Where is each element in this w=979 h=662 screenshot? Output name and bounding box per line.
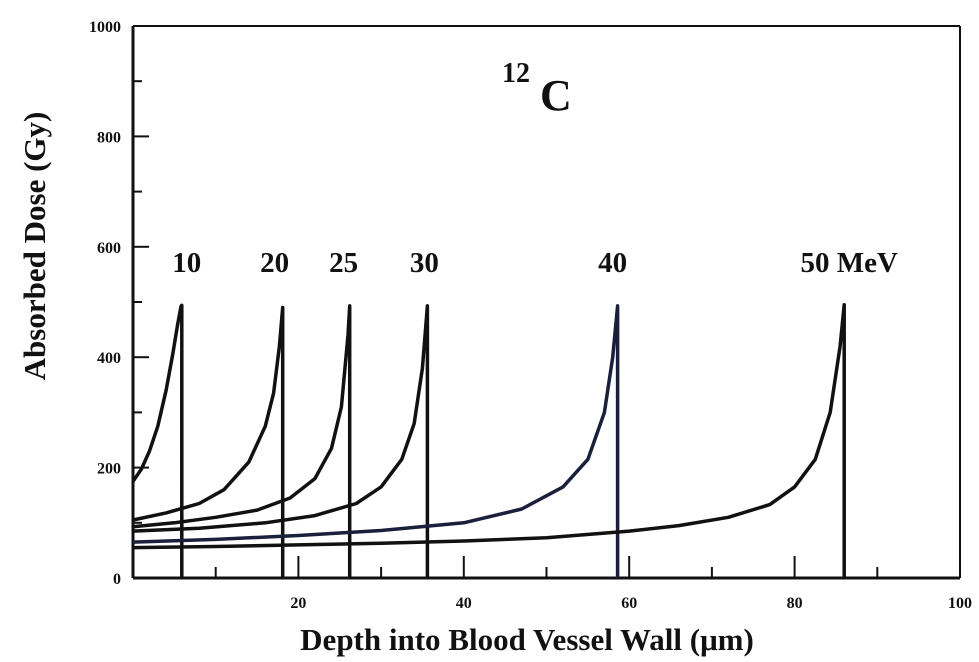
y-tick-label: 800 [97, 129, 121, 146]
series-lines [131, 303, 846, 578]
energy-label-20: 20 [260, 247, 289, 279]
y-tick-label: 400 [97, 350, 121, 367]
y-axis-ticks: 0 200 400 600 800 1000 [89, 19, 149, 588]
energy-label-40: 40 [598, 247, 627, 279]
isotope-symbol: C [540, 71, 572, 120]
energy-label-50-mev: 50 MeV [801, 247, 898, 279]
x-tick-label: 100 [948, 595, 972, 612]
x-tick-label: 40 [456, 595, 472, 612]
energy-label-10: 10 [172, 247, 201, 279]
y-tick-label: 1000 [89, 19, 121, 36]
y-tick-label: 600 [97, 240, 121, 257]
dose-curve-50-mev [132, 303, 846, 578]
x-tick-label: 20 [290, 595, 306, 612]
energy-labels: 10 20 25 30 40 50 MeV [172, 247, 898, 279]
dose-curve-25 [132, 304, 352, 578]
dose-curve-30 [132, 304, 430, 578]
x-tick-label: 60 [621, 595, 637, 612]
y-tick-label: 200 [97, 461, 121, 478]
y-tick-label: 0 [113, 571, 121, 588]
x-tick-label: 80 [787, 595, 803, 612]
x-axis-title: Depth into Blood Vessel Wall (μm) [300, 622, 754, 657]
isotope-mass-number: 12 [502, 58, 530, 89]
dose-curve-40 [132, 304, 620, 578]
energy-label-30: 30 [410, 247, 439, 279]
x-axis-ticks: 20 40 60 80 100 [214, 556, 972, 612]
y-axis-title: Absorbed Dose (Gy) [17, 112, 52, 381]
dose-curve-20 [132, 305, 285, 578]
energy-label-25: 25 [329, 247, 358, 279]
dose-curve-10 [131, 303, 184, 578]
